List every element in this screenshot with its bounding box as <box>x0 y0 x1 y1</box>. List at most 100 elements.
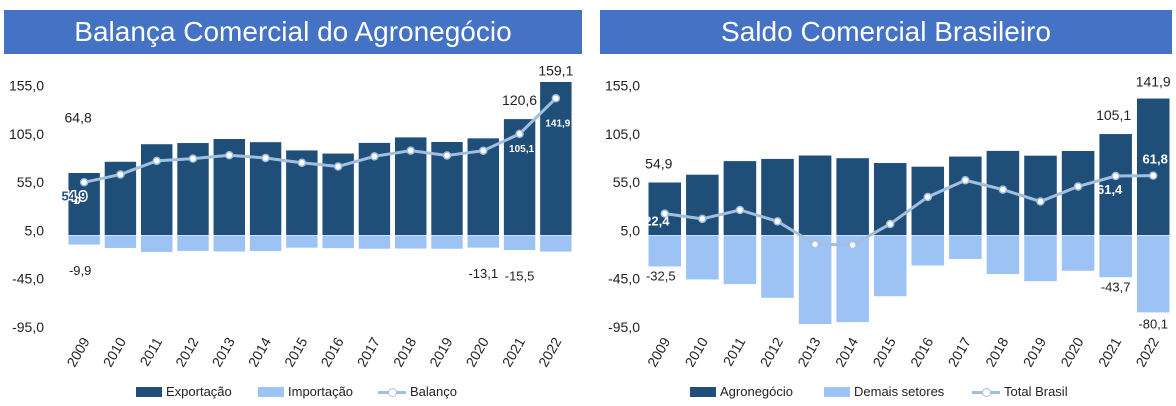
bar <box>948 235 983 260</box>
x-tick-label: 2011 <box>136 334 165 368</box>
bar <box>285 235 319 249</box>
line-point <box>848 240 857 250</box>
x-tick-label: 2010 <box>100 334 130 369</box>
series-line <box>664 174 1154 247</box>
x-tick-label: 2020 <box>1057 334 1087 369</box>
x-tick-label: 2015 <box>869 334 899 369</box>
x-tick-label: 2021 <box>1095 334 1125 369</box>
x-tick-label: 2009 <box>63 334 93 369</box>
legend-item-balanco: Balanço <box>378 384 457 399</box>
x-tick-label: 2011 <box>720 334 749 368</box>
legend-label: Balanço <box>410 384 457 399</box>
x-tick-label: 2014 <box>832 334 862 369</box>
data-label: -32,5 <box>646 269 676 284</box>
bar <box>798 155 832 236</box>
bar <box>539 235 573 253</box>
data-label: 22,4 <box>644 214 670 229</box>
bar <box>539 81 573 236</box>
bar <box>321 235 355 249</box>
line-point <box>406 146 415 155</box>
y-tick-label: 5,0 <box>621 222 641 238</box>
line-point <box>116 170 125 179</box>
line-point <box>1036 197 1045 206</box>
y-tick-label: 105,0 <box>605 126 640 142</box>
line-point <box>1073 182 1083 191</box>
legend-item-exportacao: Exportação <box>136 384 232 399</box>
legend-label: Exportação <box>166 384 232 399</box>
x-tick-label: 2013 <box>794 334 824 369</box>
line-point <box>551 94 561 103</box>
line-point <box>188 154 198 163</box>
legend-label: Total Brasil <box>1004 384 1068 399</box>
line-point <box>1111 171 1120 181</box>
data-label: -80,1 <box>1138 317 1168 332</box>
x-tick-label: 2019 <box>426 334 456 369</box>
legend-label: Agronegócio <box>720 384 793 399</box>
line-point <box>370 152 379 161</box>
data-label: 61,8 <box>1143 152 1168 167</box>
line-point <box>442 151 452 160</box>
bar <box>104 235 137 249</box>
data-label: -43,7 <box>1101 279 1131 294</box>
line-point <box>923 192 933 202</box>
line-point <box>225 151 234 160</box>
bar <box>67 235 101 246</box>
x-tick-label: 2017 <box>945 334 975 369</box>
chart-panel-agronegocio: Balança Comercial do Agronegócio 155,0 10… <box>0 0 582 406</box>
data-label: 141,9 <box>545 118 570 129</box>
chart-legend: Agronegócio Demais setores Total Brasil <box>596 384 1176 404</box>
chart-panel-saldo-brasil: Saldo Comercial Brasileiro 155,0 105,0 55,… <box>596 0 1176 406</box>
bar <box>685 174 720 236</box>
line-point <box>515 129 524 139</box>
x-tick-label: 2018 <box>982 334 1012 369</box>
data-label: 141,9 <box>1136 73 1171 89</box>
x-tick-label: 2012 <box>757 334 787 369</box>
bar <box>911 235 945 267</box>
x-tick-label: 2022 <box>535 334 565 369</box>
data-label: -9,9 <box>69 263 91 278</box>
bar <box>1098 235 1133 278</box>
bar <box>835 157 870 236</box>
line-point <box>998 185 1008 194</box>
data-label: 54,9 <box>61 188 86 203</box>
legend-swatch <box>824 386 850 397</box>
y-tick-label: 55,0 <box>613 174 640 190</box>
line-point <box>261 153 270 163</box>
bar <box>648 182 682 236</box>
x-tick-label: 2012 <box>172 334 202 369</box>
legend-item-importacao: Importação <box>258 384 353 399</box>
bar <box>430 235 464 250</box>
bar <box>648 235 682 267</box>
y-tick-label: 105,0 <box>9 126 44 142</box>
line-point <box>297 158 307 168</box>
legend-line-marker <box>972 387 1000 397</box>
bar <box>1098 133 1133 236</box>
legend-item-total-brasil: Total Brasil <box>972 384 1068 399</box>
x-tick-label: 2016 <box>907 334 937 369</box>
bar <box>140 235 173 253</box>
data-label: 105,1 <box>509 144 534 155</box>
line-point <box>152 156 161 166</box>
y-tick-label: -45,0 <box>608 271 640 287</box>
legend-item-demais-setores: Demais setores <box>824 384 944 399</box>
legend-label: Demais setores <box>854 384 945 399</box>
line-point <box>961 176 970 185</box>
line-point <box>698 214 707 224</box>
chart-legend: Exportação Importação Balanço <box>0 384 582 404</box>
bar <box>948 156 983 236</box>
y-tick-label: 155,0 <box>9 78 44 94</box>
bar <box>503 235 536 251</box>
bar <box>986 235 1020 275</box>
bar <box>1023 235 1058 282</box>
bar <box>213 235 246 253</box>
data-label: 105,1 <box>1096 107 1131 123</box>
bar <box>1136 98 1170 236</box>
y-tick-label: -95,0 <box>12 319 44 335</box>
data-label: 159,1 <box>538 63 573 79</box>
line-point <box>810 240 820 249</box>
bar <box>835 235 870 323</box>
x-tick-label: 2014 <box>245 334 275 369</box>
x-tick-label: 2018 <box>390 334 420 369</box>
x-tick-label: 2016 <box>317 334 347 369</box>
